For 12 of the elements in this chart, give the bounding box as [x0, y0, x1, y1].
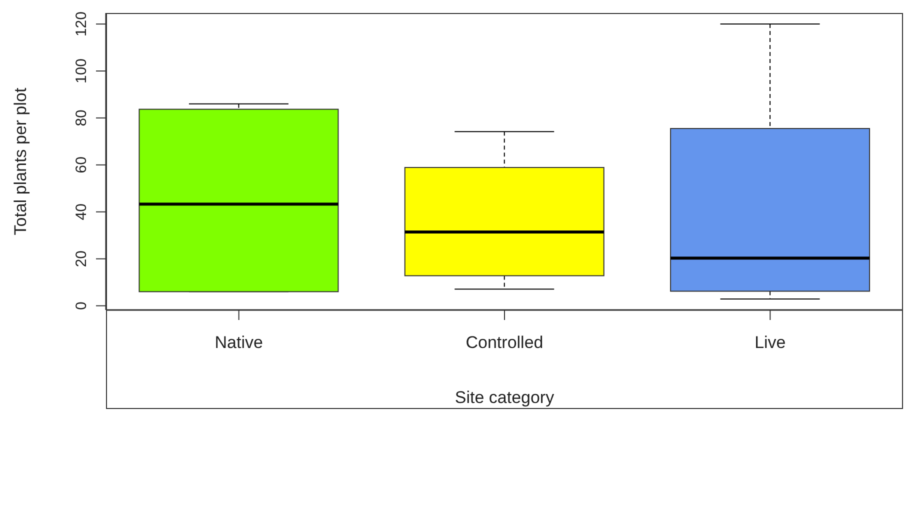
y-tick-label: 20: [73, 250, 90, 268]
y-tick-label: 60: [73, 156, 90, 174]
x-tick-label: Native: [214, 333, 263, 352]
x-tick-label: Controlled: [466, 333, 544, 352]
y-tick-label: 100: [73, 58, 90, 84]
x-tick-label: Live: [754, 333, 786, 352]
y-tick-label: 80: [73, 110, 90, 126]
x-axis-title: Site category: [454, 388, 555, 407]
y-tick-label: 120: [73, 12, 90, 37]
y-tick-label: 40: [73, 204, 90, 220]
y-axis-title: Total plants per plot: [11, 88, 30, 236]
y-tick-label: 0: [73, 302, 90, 310]
